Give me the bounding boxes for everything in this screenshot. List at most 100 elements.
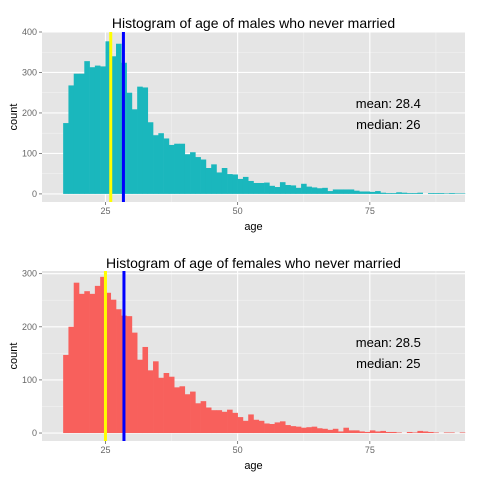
histogram-bar [390, 193, 397, 194]
y-tick-label: 100 [22, 375, 37, 385]
median-annotation: median: 26 [356, 117, 420, 132]
histogram-bar [211, 410, 217, 434]
mean-annotation: mean: 28.5 [356, 335, 421, 350]
histogram-bar [248, 180, 254, 194]
histogram-bar [68, 85, 75, 194]
histogram-bar [316, 428, 323, 434]
histogram-bar [147, 122, 154, 194]
y-tick-label: 400 [22, 27, 37, 37]
histogram-bar [290, 426, 297, 434]
y-axis-label: count [8, 343, 20, 370]
histogram-bar [380, 430, 386, 434]
x-tick-label: 75 [365, 445, 375, 455]
histogram-bar [385, 193, 392, 194]
histogram-bar [427, 193, 434, 194]
histogram-bar [443, 193, 450, 194]
histogram-bar [211, 164, 217, 194]
mean-line [122, 271, 126, 441]
histogram-bar [322, 428, 328, 434]
histogram-bar [443, 432, 450, 434]
histogram-bar [142, 346, 149, 434]
histogram-bar [412, 193, 418, 194]
histogram-bar [412, 432, 418, 434]
histogram-bar [417, 192, 423, 194]
histogram-bar [168, 376, 175, 434]
histogram-bar [322, 187, 328, 194]
histogram-bar [237, 178, 244, 194]
mean-line [121, 32, 125, 202]
histogram-bar [264, 423, 270, 434]
histogram-bar [295, 187, 302, 194]
histogram-bar [353, 190, 360, 194]
x-tick-label: 25 [100, 206, 110, 216]
histogram-bar [343, 427, 349, 434]
histogram-bar [227, 409, 233, 434]
histogram-bar [179, 386, 186, 434]
histogram-bar [406, 193, 413, 194]
histogram-bar [327, 191, 334, 194]
histogram-bar [158, 133, 164, 194]
histogram-bar [105, 292, 112, 434]
histogram-bar [153, 135, 159, 194]
histogram-bar [253, 419, 260, 434]
histogram-bar [137, 86, 143, 194]
histogram-bar [433, 432, 439, 434]
x-tick-label: 75 [365, 206, 375, 216]
histogram-bar [179, 143, 186, 194]
histogram-bar [375, 431, 381, 434]
histogram-bar [242, 176, 249, 194]
y-tick-label: 0 [32, 428, 37, 438]
histogram-bar [205, 168, 212, 194]
chart-title: Histogram of age of females who never ma… [106, 255, 401, 271]
histogram-bar [94, 285, 101, 434]
histogram-bar [142, 87, 149, 194]
histogram-bar [195, 403, 201, 434]
histogram-bar [449, 432, 455, 434]
histogram-bar [290, 185, 297, 194]
histogram-bar [359, 431, 365, 434]
histogram-bar [348, 189, 355, 194]
histogram-bar [89, 293, 96, 434]
histogram-bar [375, 191, 381, 194]
histogram-bar [73, 282, 80, 434]
histogram-bar [364, 191, 371, 194]
histogram-bar [237, 417, 244, 434]
histogram-bar [137, 359, 143, 434]
histogram-bar [258, 182, 265, 194]
histogram-bar [147, 370, 154, 434]
x-tick-label: 25 [100, 445, 110, 455]
histogram-bar [279, 421, 286, 434]
histogram-bar [174, 143, 180, 194]
histogram-bar [301, 183, 307, 194]
histogram-bar [126, 92, 133, 194]
histogram-bar [84, 291, 90, 434]
histogram-bar [94, 65, 101, 194]
histogram-bar [116, 309, 122, 434]
histogram-bar [168, 144, 175, 194]
histogram-bar [184, 154, 191, 194]
x-axis-label: age [244, 460, 262, 472]
histogram-bar [332, 189, 339, 194]
histogram-bar [348, 430, 355, 434]
histogram-bar [205, 407, 212, 434]
histogram-bar [285, 425, 291, 434]
histogram-bar [369, 430, 376, 434]
histogram-bar [110, 56, 117, 194]
histogram-bar [406, 431, 413, 434]
histogram-bar [221, 411, 228, 434]
y-tick-label: 100 [22, 148, 37, 158]
histogram-bar [417, 430, 423, 434]
histogram-bar [306, 427, 312, 434]
histogram-bar [353, 430, 360, 434]
histogram-bar [190, 391, 196, 434]
y-axis-label: count [8, 104, 20, 131]
histogram-bar [369, 191, 376, 194]
histogram-bar [285, 185, 291, 194]
histogram-bar [200, 159, 207, 194]
mean-annotation: mean: 28.4 [356, 96, 421, 111]
histogram-bar [216, 172, 223, 194]
histogram-bar [100, 276, 106, 434]
x-axis-label: age [244, 221, 262, 233]
